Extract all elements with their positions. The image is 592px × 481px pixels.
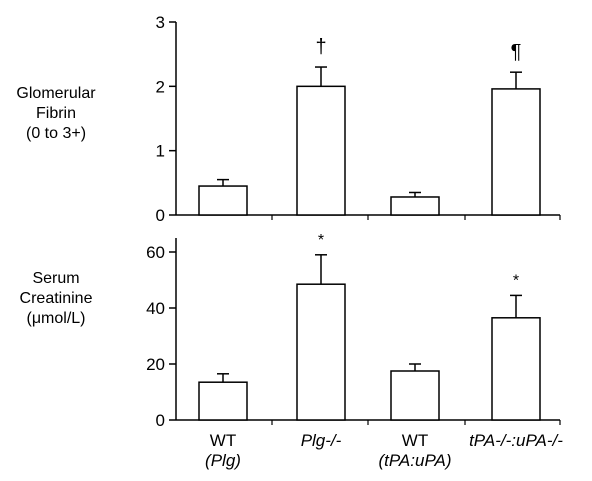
significance-marker: * [513, 272, 519, 289]
bottom-panel: 0 20 40 60 * * [146, 232, 561, 430]
bar [390, 370, 440, 421]
bar [491, 88, 541, 216]
x-category-label: WT [210, 431, 236, 450]
bar [491, 317, 541, 421]
bar [296, 283, 346, 421]
x-category-label: WT [402, 431, 428, 450]
bar [198, 185, 248, 216]
x-category-label: tPA-/-:uPA-/- [469, 431, 563, 450]
bar [198, 381, 248, 421]
top-panel: 0 1 2 3 † ¶ [156, 13, 561, 225]
y-tick-label: 1 [156, 142, 165, 161]
significance-marker: † [315, 36, 326, 58]
significance-marker: * [318, 232, 324, 249]
bottom-ylabel-line: Creatinine [19, 290, 93, 307]
top-ylabel: Glomerular Fibrin (0 to 3+) [0, 84, 112, 144]
bar [296, 85, 346, 216]
top-ylabel-line: Glomerular [16, 85, 96, 102]
y-tick-label: 3 [156, 13, 165, 32]
x-category-sublabel: (Plg) [205, 451, 241, 470]
top-ylabel-line: (0 to 3+) [25, 125, 87, 142]
x-category-label: Plg-/- [301, 431, 342, 450]
y-tick-label: 2 [156, 77, 165, 96]
x-category-sublabel: (tPA:uPA) [378, 451, 451, 470]
bottom-ylabel-line: (μmol/L) [26, 310, 86, 327]
y-tick-label: 60 [146, 243, 165, 262]
y-tick-label: 0 [156, 206, 165, 225]
top-ylabel-line: Fibrin [35, 105, 76, 122]
y-tick-label: 0 [156, 411, 165, 430]
bottom-ylabel-line: Serum [32, 270, 80, 287]
bar [390, 196, 440, 216]
y-tick-label: 20 [146, 355, 165, 374]
significance-marker: ¶ [511, 41, 522, 63]
y-tick-label: 40 [146, 299, 165, 318]
bottom-ylabel: Serum Creatinine (μmol/L) [0, 269, 112, 329]
